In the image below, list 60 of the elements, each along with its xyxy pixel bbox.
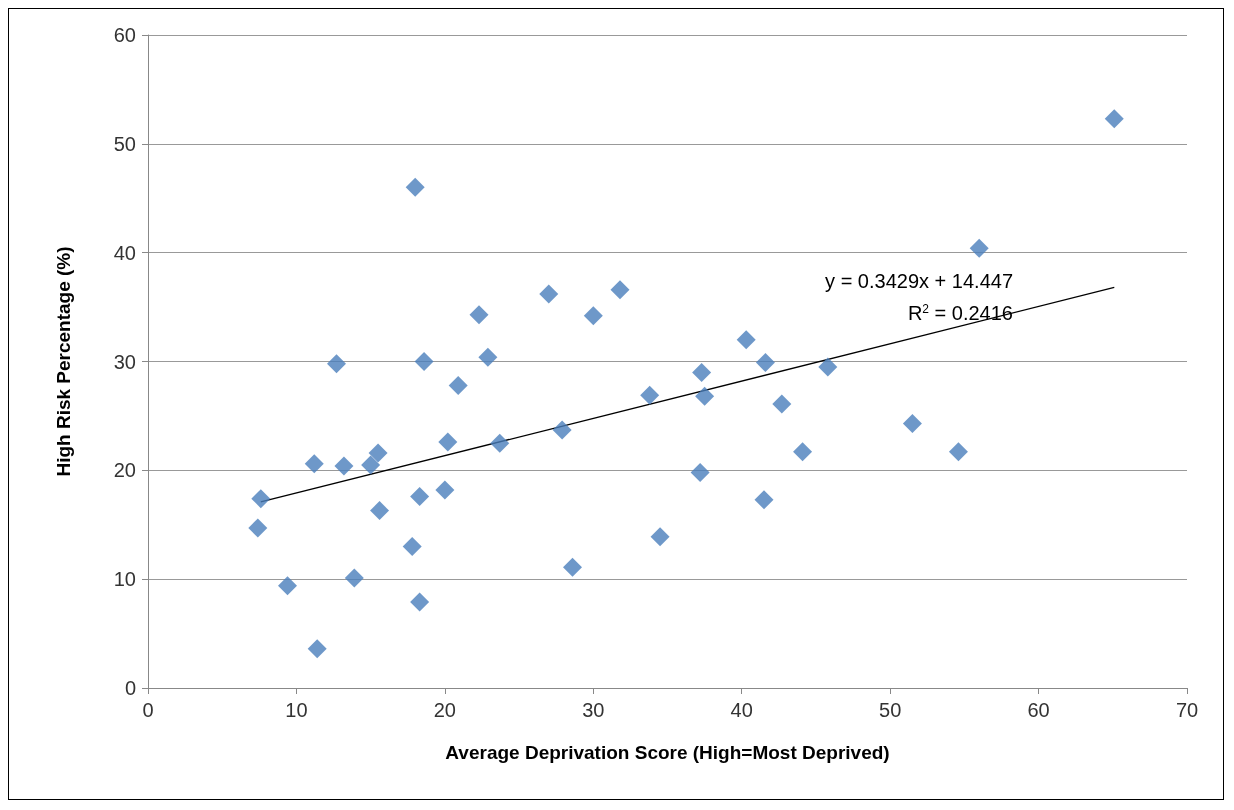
point	[448, 375, 468, 395]
point	[327, 354, 346, 374]
point	[248, 518, 268, 538]
x-tick-label: 70	[1175, 699, 1199, 721]
point	[650, 527, 670, 547]
annotation: y = 0.3429x + 14.447	[825, 270, 1014, 292]
point	[251, 489, 271, 509]
point	[334, 456, 354, 476]
point	[695, 386, 715, 406]
y-tick-label: 10	[113, 568, 136, 591]
x-axis-title: Average Deprivation Score (High=Most Deprived)	[445, 742, 890, 763]
point	[736, 330, 756, 350]
y-tick-label: 50	[113, 132, 136, 155]
point	[793, 442, 813, 462]
point	[902, 414, 922, 434]
y-tick-label: 30	[113, 350, 136, 373]
x-tick-label: 40	[730, 699, 753, 721]
point	[307, 639, 327, 659]
x-tick-label: 30	[582, 699, 605, 721]
x-tick-label: 10	[285, 699, 308, 721]
point	[278, 576, 298, 596]
x-tick-label: 20	[433, 699, 456, 721]
point	[304, 454, 324, 474]
point	[410, 592, 430, 612]
x-tick-label: 0	[142, 699, 154, 721]
point	[539, 284, 559, 304]
point	[640, 385, 660, 405]
point	[435, 480, 455, 500]
y-tick-label: 0	[124, 677, 136, 699]
y-tick-label: 20	[113, 459, 136, 482]
point	[438, 432, 458, 452]
x-tick-label: 60	[1027, 699, 1050, 721]
point	[405, 177, 425, 197]
point	[344, 568, 364, 588]
y-tick-label: 40	[113, 241, 136, 264]
point	[563, 557, 583, 577]
point	[610, 280, 630, 300]
point	[754, 490, 774, 510]
point	[478, 347, 498, 367]
point	[692, 362, 712, 382]
point	[410, 486, 430, 506]
point	[361, 455, 381, 475]
point	[969, 238, 989, 258]
y-tick-label: 60	[113, 24, 136, 46]
point	[469, 305, 489, 325]
point	[552, 420, 572, 440]
point	[690, 463, 710, 483]
point	[1104, 109, 1124, 129]
point	[490, 433, 510, 453]
point	[370, 501, 390, 521]
y-axis-title: High Risk Percentage (%)	[53, 246, 74, 477]
point	[948, 442, 968, 462]
x-tick-label: 50	[879, 699, 902, 721]
point	[772, 394, 792, 414]
point	[755, 353, 775, 373]
point	[818, 357, 838, 377]
point	[402, 537, 422, 557]
point	[414, 352, 434, 371]
point	[583, 306, 603, 326]
point	[368, 443, 388, 463]
